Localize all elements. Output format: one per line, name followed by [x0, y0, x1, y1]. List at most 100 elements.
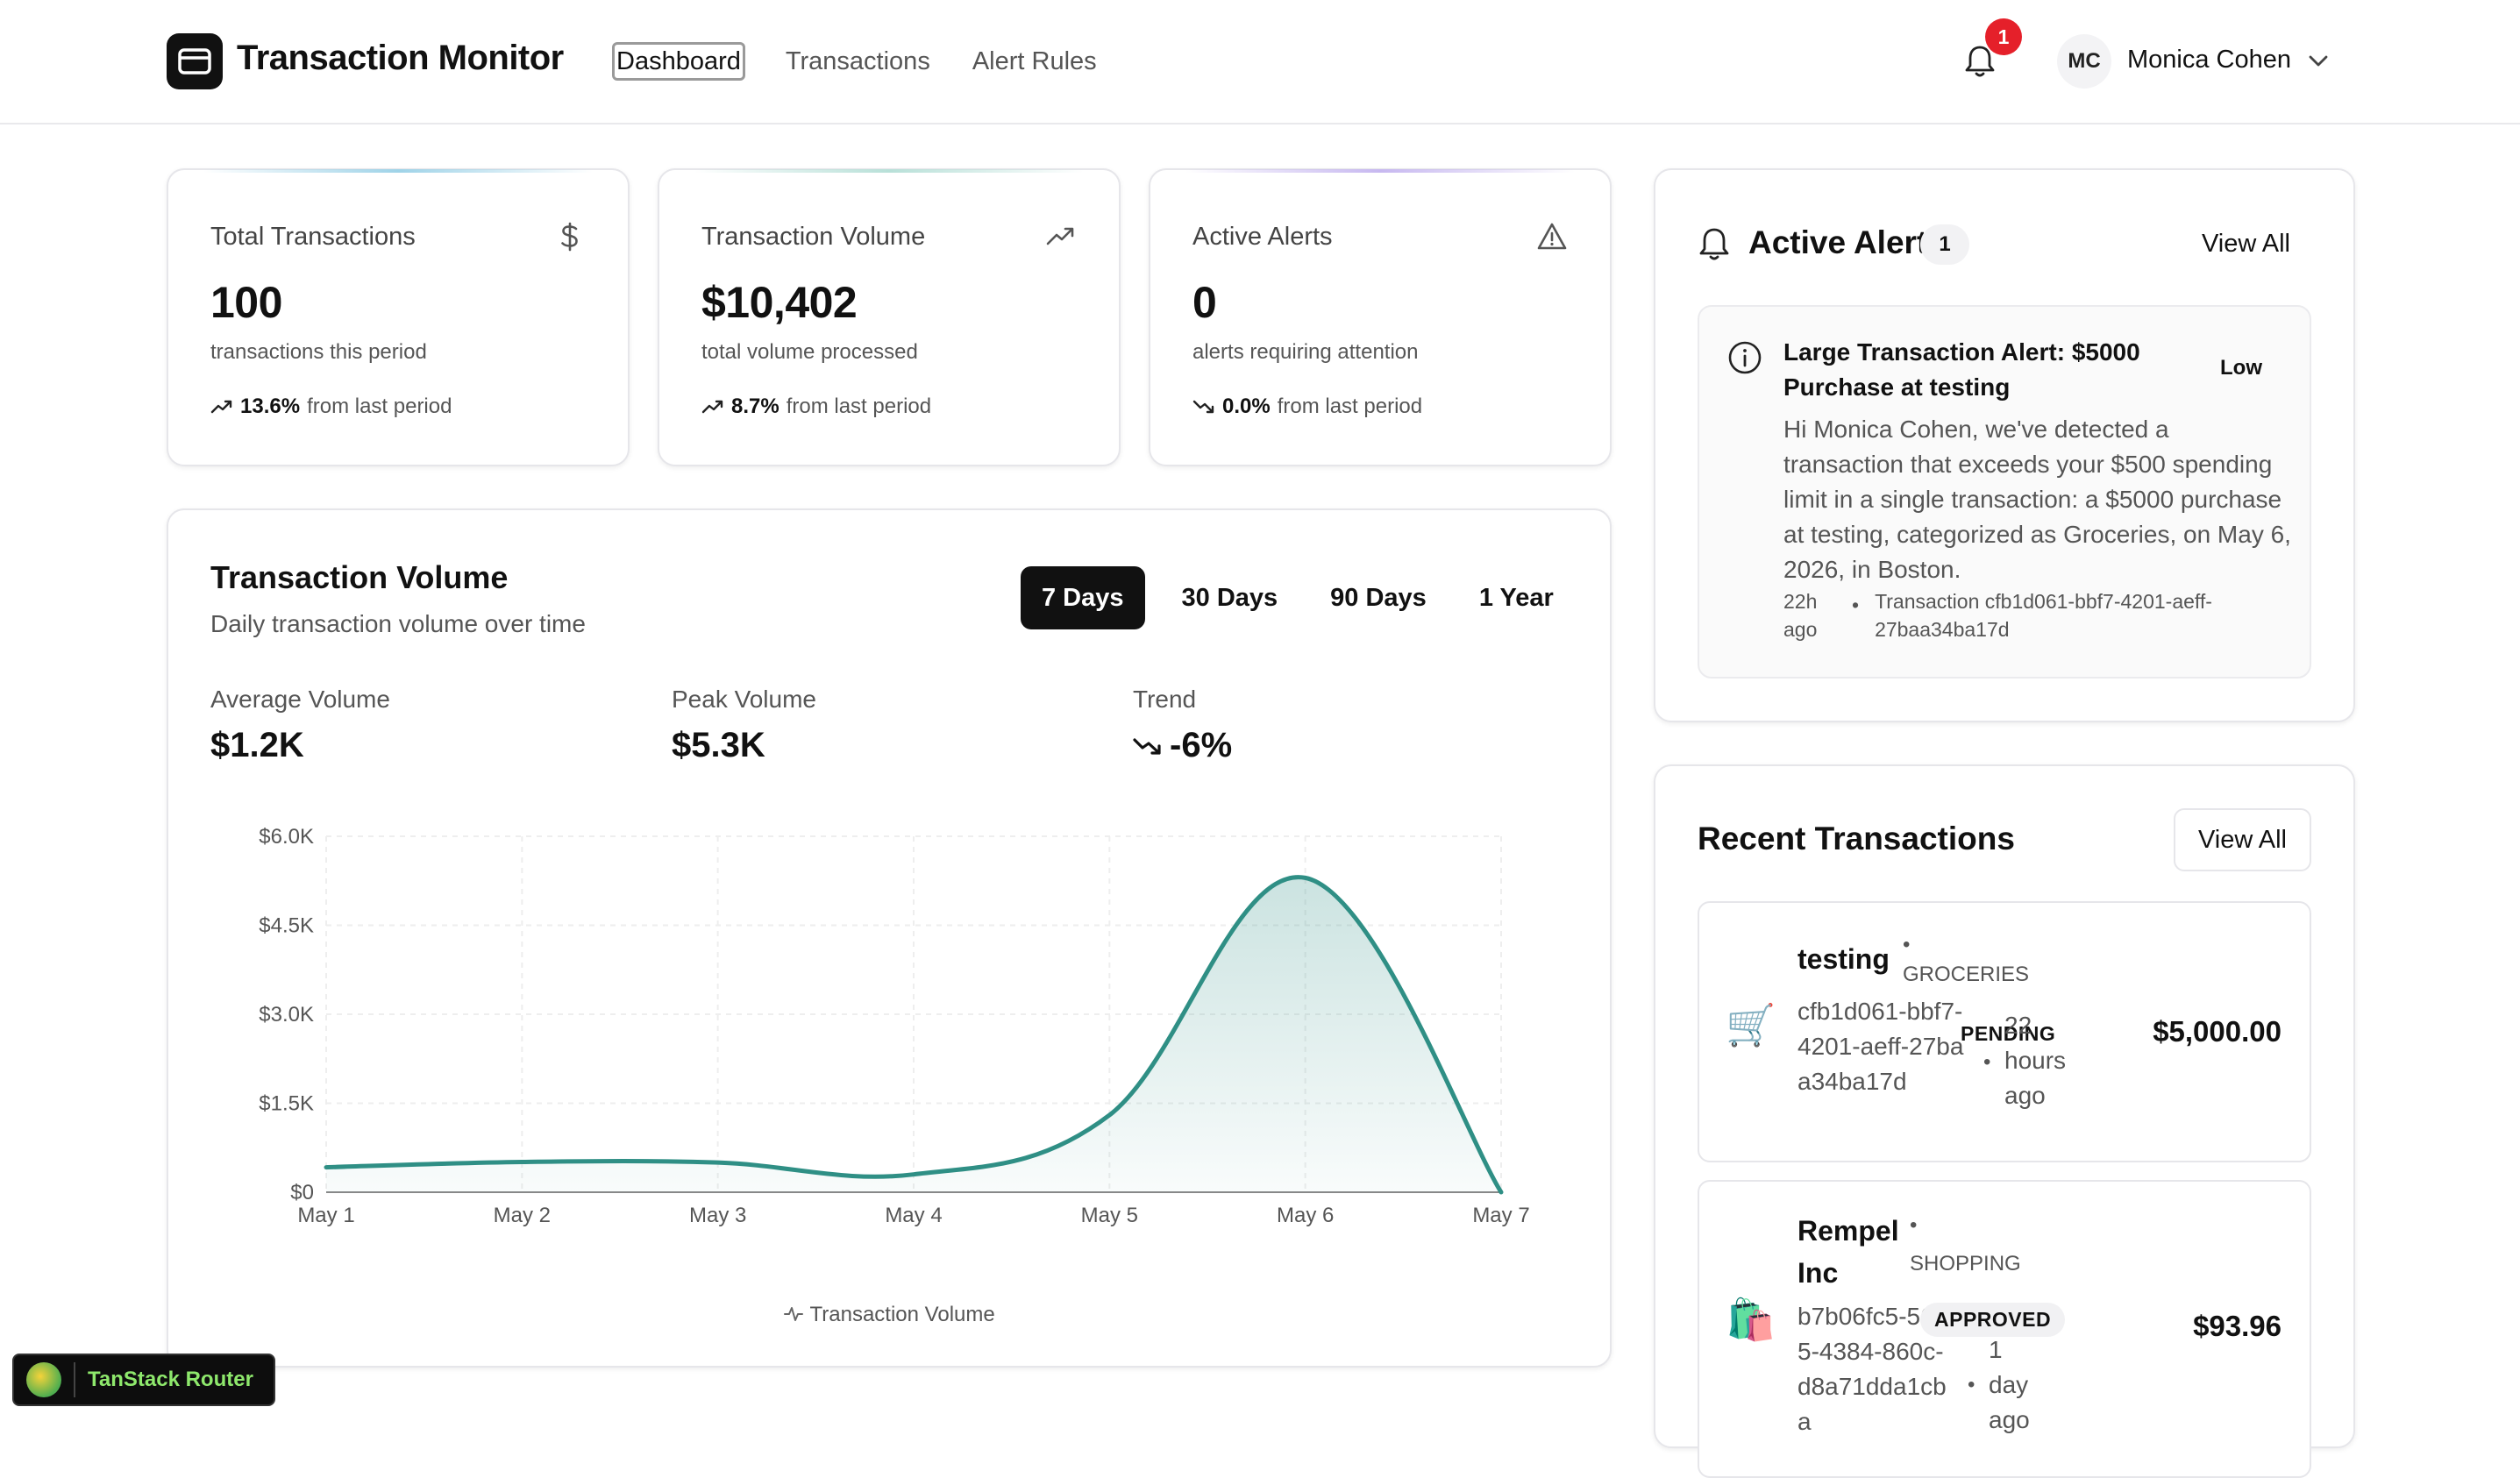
meta-separator: •: [1903, 933, 1911, 956]
metric-label: Trend: [1133, 686, 1197, 713]
trending-up-icon: [1046, 227, 1074, 245]
stat-label: Total Transactions: [210, 223, 416, 251]
x-tick-label: May 6: [1277, 1204, 1334, 1227]
tanstack-router-devtools-button[interactable]: TanStack Router: [12, 1354, 275, 1406]
transaction-row[interactable]: 🛍️ Rempel Inc • SHOPPING b7b06fc5-56c5-4…: [1698, 1180, 2311, 1478]
dollar-icon: [561, 222, 578, 252]
y-tick-label: $0: [290, 1181, 314, 1204]
series-line: [324, 875, 1504, 1195]
range-selector: 7 Days 30 Days 90 Days 1 Year: [1021, 566, 1575, 629]
stat-subtitle: alerts requiring attention: [1192, 340, 1419, 364]
volume-area-chart: $0 $1.5K $3.0K $4.5K $6.0K May 1 May 2 May 3 May…: [259, 826, 1529, 1227]
legend-label: Transaction Volume: [809, 1303, 995, 1326]
stat-subtitle: total volume processed: [701, 340, 918, 364]
transaction-row[interactable]: 🛒 testing • GROCERIES cfb1d061-bbf7-4201…: [1698, 901, 2311, 1162]
y-tick-label: $1.5K: [259, 1092, 314, 1116]
recent-transactions-title: Recent Transactions: [1698, 821, 2015, 856]
x-tick-label: May 3: [689, 1204, 746, 1227]
stat-value: $10,402: [701, 278, 858, 327]
stat-change: 0.0% from last period: [1192, 394, 1422, 419]
app-title[interactable]: Transaction Monitor: [237, 39, 564, 77]
stat-value: 100: [210, 278, 282, 327]
area-fill: [326, 877, 1501, 1192]
card-accent: [1185, 169, 1575, 173]
stat-change-percent: 0.0%: [1222, 394, 1271, 418]
transaction-id: cfb1d061-bbf7-4201-aeff-27baa34ba17d: [1797, 998, 1964, 1095]
alert-severity-badge: Low: [2220, 356, 2262, 380]
merchant-name: testing: [1797, 943, 1890, 975]
stat-card-transaction-volume: Transaction Volume $10,402 total volume …: [658, 168, 1121, 466]
meta-separator: •: [1910, 1213, 1918, 1237]
active-alerts-card: Active Alerts 1 View All Large Transacti…: [1654, 168, 2355, 722]
metric-value: $5.3K: [672, 726, 816, 765]
range-1-year-button[interactable]: 1 Year: [1478, 583, 1554, 612]
transactions-view-all-button[interactable]: View All: [2173, 808, 2311, 871]
metric-value-text: -6%: [1170, 726, 1233, 764]
trending-up-icon: [701, 400, 723, 414]
stat-change: 13.6% from last period: [210, 394, 452, 419]
x-tick-label: May 7: [1472, 1204, 1529, 1227]
y-tick-label: $4.5K: [259, 914, 314, 938]
alert-title: Large Transaction Alert: $5000 Purchase …: [1783, 338, 2140, 401]
x-tick-label: May 4: [885, 1204, 942, 1227]
user-name[interactable]: Monica Cohen: [2127, 46, 2291, 74]
card-logo-icon[interactable]: [167, 33, 223, 89]
alert-meta: 22h ago • Transaction cfb1d061-bbf7-4201…: [1783, 587, 2292, 643]
x-tick-label: May 2: [494, 1204, 551, 1227]
alert-item[interactable]: Large Transaction Alert: $5000 Purchase …: [1698, 305, 2311, 679]
chevron-down-icon[interactable]: [2306, 51, 2331, 70]
transaction-time: 22 hours ago: [2004, 1012, 2067, 1109]
notification-badge: 1: [1985, 18, 2022, 55]
tanstack-logo-icon: [26, 1362, 61, 1397]
metric-average-volume: Average Volume $1.2K: [210, 686, 390, 765]
stat-change-percent: 13.6%: [240, 394, 301, 418]
meta-separator: •: [1968, 1373, 1975, 1396]
transaction-amount: $5,000.00: [2153, 1015, 2282, 1048]
y-tick-label: $6.0K: [259, 826, 314, 849]
card-accent: [203, 169, 593, 173]
chart-legend: Transaction Volume: [168, 1303, 1610, 1327]
alerts-title: Active Alerts: [1748, 224, 1946, 260]
stat-value: 0: [1192, 278, 1217, 327]
recent-transactions-card: Recent Transactions View All 🛒 testing •…: [1654, 764, 2355, 1478]
stat-label: Transaction Volume: [701, 223, 926, 251]
alerts-count-badge: 1: [1920, 224, 1969, 265]
avatar[interactable]: MC: [2057, 34, 2111, 89]
transaction-category: GROCERIES: [1903, 963, 2030, 986]
transaction-time: 1 day ago: [1989, 1336, 2030, 1433]
metric-peak-volume: Peak Volume $5.3K: [672, 686, 816, 765]
shopping-bag-icon: 🛍️: [1726, 1297, 1776, 1342]
transaction-category: SHOPPING: [1910, 1252, 2021, 1275]
stat-card-active-alerts: Active Alerts 0 alerts requiring attenti…: [1149, 168, 1612, 466]
status-badge: PENDING: [1961, 1022, 2056, 1045]
alerts-view-all-button[interactable]: View All: [2201, 230, 2290, 258]
nav-transactions[interactable]: Transactions: [785, 47, 930, 75]
trending-down-icon: [1133, 737, 1161, 755]
metric-value: -6%: [1133, 726, 1232, 765]
alert-transaction-id: Transaction cfb1d061-bbf7-4201-aeff-27ba…: [1875, 590, 2212, 641]
x-tick-label: May 1: [297, 1204, 354, 1227]
info-icon: [1728, 341, 1762, 374]
nav-dashboard[interactable]: Dashboard: [612, 42, 745, 81]
metric-value: $1.2K: [210, 726, 390, 765]
nav-alert-rules[interactable]: Alert Rules: [972, 47, 1097, 75]
divider: [74, 1362, 75, 1397]
stat-change-suffix: from last period: [786, 394, 932, 418]
volume-title: Transaction Volume: [210, 559, 509, 595]
main-nav: Dashboard Transactions Alert Rules: [612, 42, 1100, 81]
range-90-days-button[interactable]: 90 Days: [1330, 583, 1427, 612]
stat-change-percent: 8.7%: [731, 394, 779, 418]
bell-icon: [1699, 228, 1729, 260]
trending-up-icon: [210, 400, 232, 414]
status-badge: APPROVED: [1920, 1303, 2066, 1337]
stat-change-suffix: from last period: [307, 394, 452, 418]
stat-subtitle: transactions this period: [210, 340, 427, 364]
metric-value-text: $5.3K: [672, 726, 765, 764]
stat-change: 8.7% from last period: [701, 394, 931, 419]
range-30-days-button[interactable]: 30 Days: [1181, 583, 1278, 612]
metric-label: Peak Volume: [672, 686, 816, 713]
top-header: Transaction Monitor Dashboard Transactio…: [0, 0, 2520, 124]
range-7-days-button[interactable]: 7 Days: [1021, 566, 1145, 629]
bell-icon[interactable]: [1964, 44, 1996, 79]
stat-label: Active Alerts: [1192, 223, 1333, 251]
